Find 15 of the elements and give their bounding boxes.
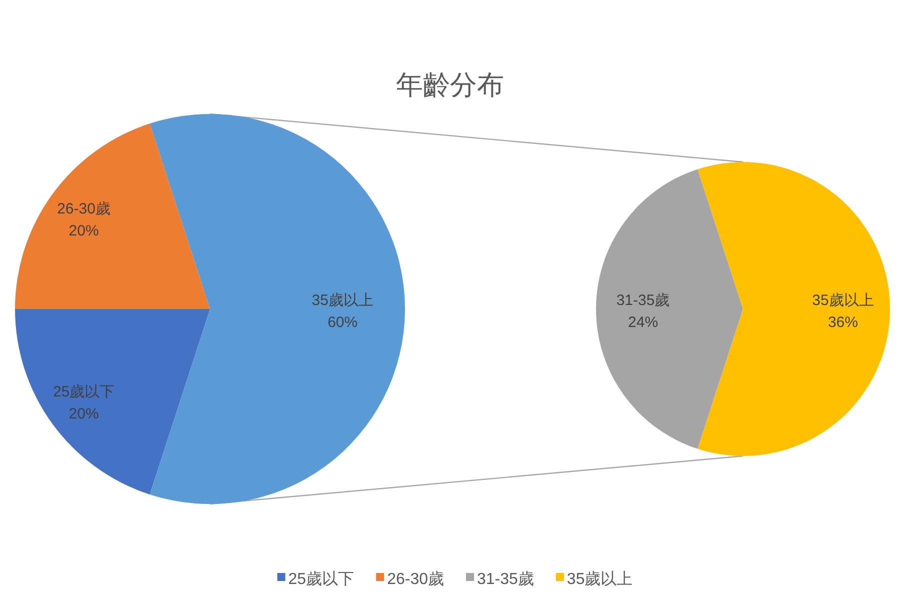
data-label: 60% — [328, 314, 358, 331]
data-label: 20% — [68, 222, 99, 240]
legend-label: 35歲以上 — [566, 570, 633, 588]
data-label: 20% — [68, 406, 99, 423]
legend-label: 25歲以下 — [288, 570, 354, 588]
slice-label: 31-35歲 — [616, 292, 670, 309]
data-label: 24% — [628, 314, 658, 331]
data-label: 36% — [828, 314, 858, 331]
chart-title: 年齡分布 — [396, 70, 504, 100]
legend-label: 31-35歲 — [477, 570, 534, 588]
legend-label: 26-30歲 — [387, 570, 444, 588]
slice-label: 26-30歲 — [57, 200, 110, 218]
slice-label: 25歲以下 — [52, 384, 115, 401]
slice-label: 35歲以上 — [812, 292, 874, 309]
slice-label: 35歲以上 — [312, 292, 374, 309]
